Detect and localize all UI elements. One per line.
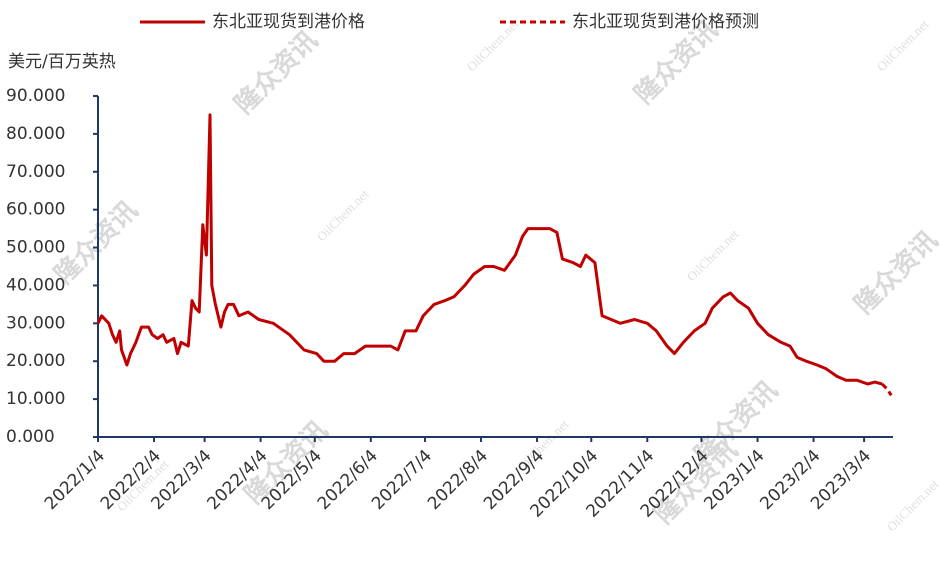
y-tick-label: 0.000 [6,427,55,447]
y-axis-label: 美元/百万英热 [8,52,116,72]
x-tick-label: 2022/1/4 [41,446,109,514]
y-tick-label: 30.000 [6,313,65,333]
watermark: OilChem.net [464,16,522,74]
y-tick-label: 60.000 [6,200,65,220]
watermark: OilChem.net [684,226,742,284]
watermark: 隆众资讯 [849,225,940,320]
data-line [96,113,883,386]
y-tick-label: 70.000 [6,162,65,182]
y-tick-label: 20.000 [6,351,65,371]
y-tick-label: 90.000 [6,86,65,106]
x-tick-label: 2022/8/4 [424,446,492,514]
data-line [881,382,893,397]
legend-label: 东北亚现货到港价格 [212,12,365,32]
y-tick-label: 10.000 [6,389,65,409]
watermark: OilChem.net [884,476,940,534]
x-tick-label: 2022/7/4 [368,446,436,514]
watermark: OilChem.net [314,186,372,244]
watermark: OilChem.net [874,16,932,74]
y-tick-label: 50.000 [6,238,65,258]
legend-label: 东北亚现货到港价格预测 [572,12,759,32]
y-tick-label: 80.000 [6,124,65,144]
y-tick-label: 40.000 [6,275,65,295]
watermark: 隆众资讯 [229,25,324,120]
